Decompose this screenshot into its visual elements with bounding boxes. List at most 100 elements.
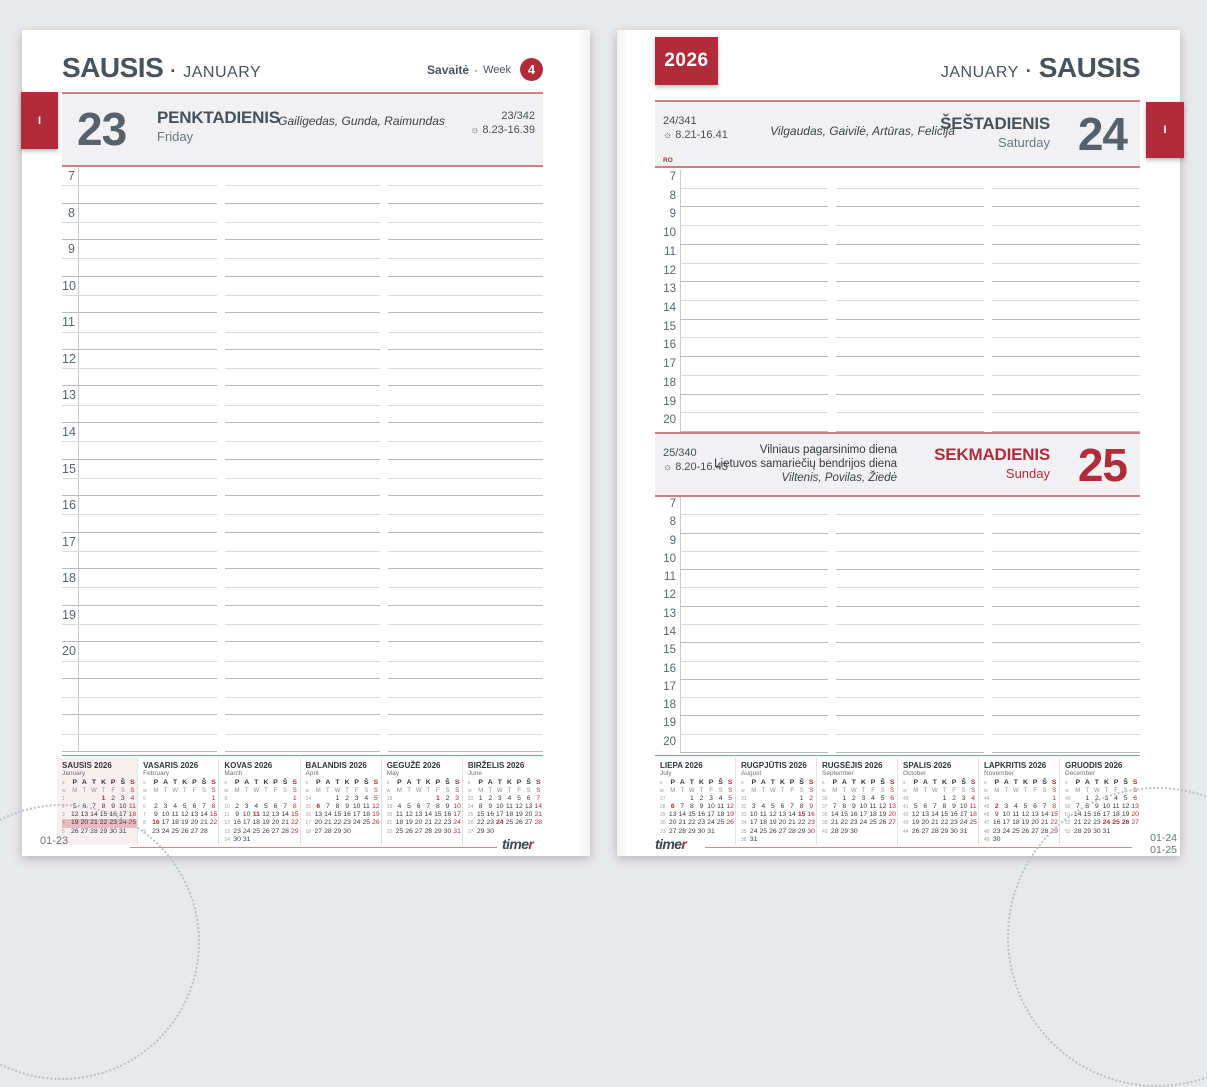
minical-day: 17 xyxy=(1002,819,1011,827)
dow-label: P xyxy=(192,779,197,786)
dow-label: A xyxy=(487,779,493,786)
minical-day: 20 xyxy=(314,819,323,827)
minical-day: 25 xyxy=(395,827,404,835)
minical-day: 23 xyxy=(950,819,958,827)
dow-label: P xyxy=(1032,779,1038,786)
minical-row: 29 13 14 15 16 17 18 19 xyxy=(660,811,735,819)
minical-day: 12 xyxy=(262,811,270,819)
minical-day: 5 xyxy=(880,795,885,803)
minical-day: 28 xyxy=(1073,827,1082,835)
month-title-en: JANUARY xyxy=(183,64,262,81)
minical-day: 19 xyxy=(726,811,734,819)
hour-label: 15 xyxy=(62,461,76,476)
dow-label: W xyxy=(1013,788,1019,795)
minical-row: 8 16 17 18 19 20 21 22 xyxy=(143,819,218,827)
minical-day: 31 xyxy=(453,827,461,835)
minical-day: 24 xyxy=(1102,819,1111,827)
minical-day: 29 xyxy=(333,827,342,835)
minical-day: 20 xyxy=(1031,819,1039,827)
day-number: 23 xyxy=(77,103,127,155)
minical-row: 12 16 17 18 19 20 21 22 xyxy=(224,819,299,827)
dow-label: M xyxy=(315,788,321,795)
dow-label: S xyxy=(1133,788,1138,795)
grid-vertical-rule xyxy=(78,167,79,752)
week-number: 45 xyxy=(984,804,990,811)
rule-line xyxy=(62,275,543,277)
dow-label: P xyxy=(435,779,441,786)
day-name-en: Sunday xyxy=(1005,466,1050,481)
hour-label: 12 xyxy=(62,351,76,366)
minical-row: 19 4 5 6 7 8 9 10 xyxy=(387,803,462,811)
minical-day: 15 xyxy=(688,811,696,819)
logo-accent: r xyxy=(681,836,687,852)
minical-day: 27 xyxy=(1031,827,1039,835)
hour-row: 19 xyxy=(655,395,1140,414)
diary-left-page: SAUSIS · JANUARY Savaitė · Week 4 I 23 P… xyxy=(0,30,590,1080)
day-of-year: 24/341 xyxy=(663,115,697,127)
hour-label: 9 xyxy=(68,242,75,257)
minical-day: 5 xyxy=(728,795,733,803)
minical-day: 22 xyxy=(434,819,442,827)
minical-day: 14 xyxy=(788,811,796,819)
dow-label: T xyxy=(942,788,947,795)
minical-day: 31 xyxy=(749,835,758,843)
holiday-lines: Vilniaus pagarsinimo diena Lietuvos sama… xyxy=(714,443,897,485)
rule-line xyxy=(680,697,1140,699)
dow-label: F xyxy=(790,788,794,795)
hour-row: 12 xyxy=(655,264,1140,283)
dow-label: F xyxy=(952,788,956,795)
dot-separator: · xyxy=(474,62,479,77)
rule-line xyxy=(62,714,543,716)
minical-day: 21 xyxy=(1040,819,1049,827)
minical-day: 12 xyxy=(70,811,79,819)
week-indicator: Savaitė · Week 4 xyxy=(427,58,543,81)
minical-day: 12 xyxy=(1021,811,1030,819)
dow-label: A xyxy=(163,779,168,786)
minical-day: 8 xyxy=(942,803,947,811)
day-of-year: 23/342 xyxy=(501,110,535,122)
minical-row: 36 1 2 3 4 5 6 xyxy=(822,795,897,803)
minical-day: 3 xyxy=(751,803,756,811)
minical-day: 7 xyxy=(536,795,541,803)
minical-day: 14 xyxy=(281,811,289,819)
hour-label: 19 xyxy=(663,395,676,408)
minical-subtitle: January xyxy=(62,770,86,777)
dow-label: P xyxy=(397,779,402,786)
minical-day: 26 xyxy=(372,819,380,827)
rule-line xyxy=(680,514,1140,516)
rule-line xyxy=(62,331,543,333)
dow-label: Š xyxy=(282,779,288,786)
minical-day: 6 xyxy=(780,803,785,811)
minical-day: 29 xyxy=(840,827,849,835)
minical-day: 30 xyxy=(992,835,1001,843)
dow-label: M xyxy=(832,788,838,795)
minical-day: 29 xyxy=(940,827,949,835)
minical-day: 24 xyxy=(352,819,361,827)
week-number: 8 xyxy=(143,820,146,827)
dow-label: M xyxy=(234,788,240,795)
minical-day: 9 xyxy=(111,803,116,811)
dow-label: K xyxy=(506,779,512,786)
minical-day: 3 xyxy=(163,803,168,811)
week-col-header: w xyxy=(1065,788,1069,795)
minical-subtitle: December xyxy=(1065,770,1095,777)
dow-label: S xyxy=(890,788,895,795)
sun-times-row: ☼ 8.20-16.43 xyxy=(663,460,728,475)
minical-day: 25 xyxy=(869,819,877,827)
rule-line xyxy=(680,187,1140,189)
minical-day: 17 xyxy=(352,811,361,819)
minical-day: 17 xyxy=(453,811,461,819)
dow-label: W xyxy=(253,788,260,795)
hour-grid-sunday: 7 8 9 10 11 12 13 14 15 16 17 18 19 20 xyxy=(655,497,1140,753)
dow-label: Š xyxy=(364,779,369,786)
minical-day: 7 xyxy=(283,803,288,811)
week-number: 39 xyxy=(822,820,828,827)
minical-day: 16 xyxy=(109,811,117,819)
